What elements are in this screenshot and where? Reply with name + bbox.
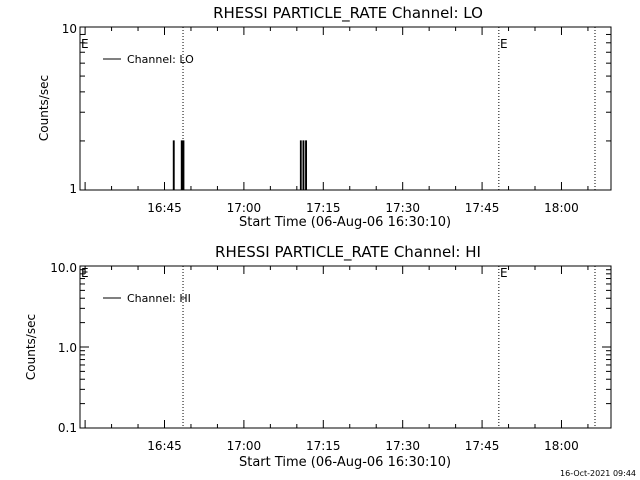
e-marker-label-lo-left: E bbox=[81, 37, 89, 51]
x-tick-label-hi-1: 17:00 bbox=[227, 439, 262, 453]
data-segment-lo-0 bbox=[172, 140, 175, 190]
y-tick-label-lo-0: 10 bbox=[62, 22, 77, 36]
plot-frame-lo bbox=[79, 26, 612, 191]
x-tick-label-hi-4: 17:45 bbox=[465, 439, 500, 453]
x-axis-label-hi: Start Time (06-Aug-06 16:30:10) bbox=[239, 455, 451, 470]
e-marker-label-lo-right: E bbox=[500, 37, 508, 51]
data-segment-lo-2 bbox=[182, 140, 185, 190]
x-tick-label-lo-5: 18:00 bbox=[544, 201, 579, 215]
y-axis-label-hi: Counts/sec bbox=[24, 314, 38, 380]
y-tick-label-lo-1: 1 bbox=[69, 182, 77, 196]
y-tick-label-hi-0: 10.0 bbox=[50, 261, 77, 275]
series-lo bbox=[172, 140, 307, 190]
legend-label-hi: Channel: HI bbox=[127, 292, 191, 305]
x-tick-label-lo-2: 17:15 bbox=[306, 201, 341, 215]
y-tick-label-hi-1: 1.0 bbox=[58, 341, 77, 355]
y-ticks-hi bbox=[80, 265, 611, 429]
x-ticks-lo: 16:45 17:00 17:15 17:30 17:45 18:00 bbox=[84, 27, 589, 215]
x-ticks-hi: 16:45 17:00 17:15 17:30 17:45 18:00 bbox=[84, 266, 589, 453]
markers-hi bbox=[182, 266, 596, 428]
data-segment-lo-1 bbox=[180, 140, 183, 190]
x-tick-label-hi-0: 16:45 bbox=[147, 439, 182, 453]
x-tick-label-hi-2: 17:15 bbox=[306, 439, 341, 453]
y-axis-label-lo: Counts/sec bbox=[37, 75, 51, 141]
x-tick-label-hi-5: 18:00 bbox=[544, 439, 579, 453]
data-segment-lo-5 bbox=[305, 140, 307, 190]
x-tick-label-lo-1: 17:00 bbox=[227, 201, 262, 215]
y-tick-label-hi-2: 0.1 bbox=[58, 421, 77, 435]
x-tick-label-hi-3: 17:30 bbox=[385, 439, 420, 453]
y-ticks-lo bbox=[80, 26, 611, 191]
data-segment-lo-3 bbox=[299, 140, 302, 190]
x-tick-label-lo-4: 17:45 bbox=[465, 201, 500, 215]
e-marker-label-hi-right: E bbox=[500, 266, 508, 280]
chart-title-hi: RHESSI PARTICLE_RATE Channel: HI bbox=[215, 243, 481, 262]
timestamp: 16-Oct-2021 09:44 bbox=[560, 469, 636, 478]
chart-title-lo: RHESSI PARTICLE_RATE Channel: LO bbox=[213, 4, 483, 23]
x-tick-label-lo-3: 17:30 bbox=[385, 201, 420, 215]
panel-lo: RHESSI PARTICLE_RATE Channel: LO Counts/… bbox=[37, 4, 612, 230]
legend-label-lo: Channel: LO bbox=[127, 53, 194, 66]
x-axis-label-lo: Start Time (06-Aug-06 16:30:10) bbox=[239, 215, 451, 230]
panel-hi: RHESSI PARTICLE_RATE Channel: HI Counts/… bbox=[24, 243, 612, 470]
x-tick-label-lo-0: 16:45 bbox=[147, 201, 182, 215]
data-segment-lo-4 bbox=[302, 140, 305, 190]
